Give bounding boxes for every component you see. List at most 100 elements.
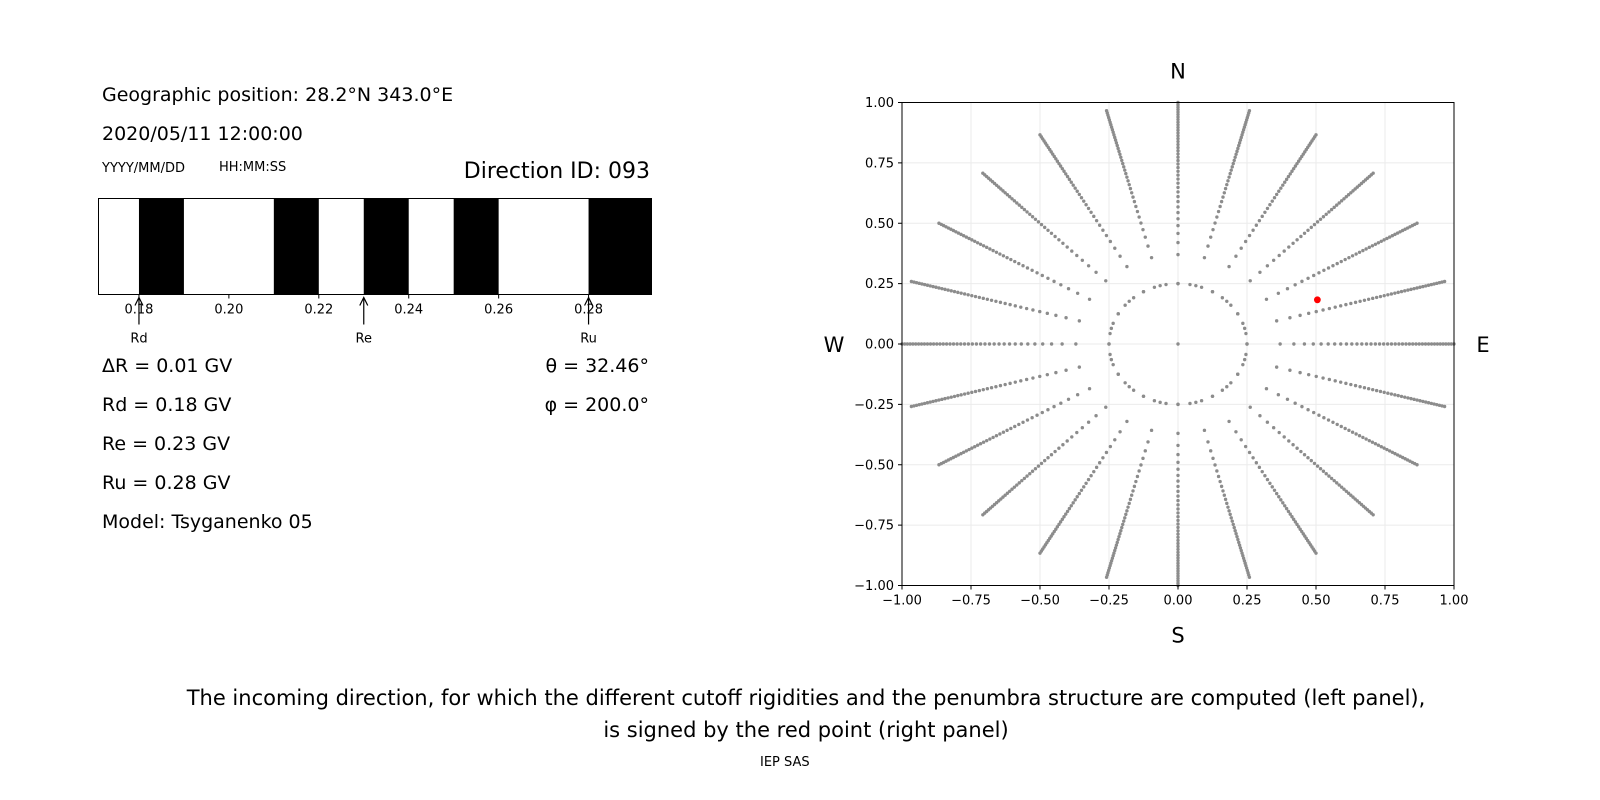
direction-point <box>1176 460 1180 465</box>
direction-point <box>1263 474 1267 478</box>
direction-point <box>914 403 919 407</box>
direction-point <box>1109 357 1114 362</box>
direction-point <box>1007 342 1012 346</box>
direction-point <box>1315 464 1320 468</box>
direction-point <box>1216 209 1221 214</box>
direction-point <box>1040 410 1044 415</box>
direction-point <box>1176 547 1180 552</box>
direction-point <box>1374 388 1379 393</box>
direction-point <box>1012 485 1017 489</box>
direction-point <box>956 231 961 235</box>
direction-point <box>1149 255 1154 260</box>
direction-point <box>1332 478 1336 483</box>
direction-point <box>1104 109 1109 113</box>
direction-point <box>1176 569 1180 573</box>
direction-point <box>1291 166 1296 171</box>
direction-point <box>998 432 1002 436</box>
direction-point <box>952 289 957 294</box>
direction-point <box>1213 463 1217 467</box>
direction-point <box>1176 581 1180 585</box>
direction-point <box>1111 362 1115 367</box>
direction-point <box>928 400 932 404</box>
direction-point <box>1309 225 1313 230</box>
direction-point <box>931 284 935 289</box>
direction-point <box>1226 179 1230 183</box>
direction-point <box>1124 171 1128 176</box>
direction-point <box>1339 342 1343 346</box>
direction-point <box>1112 133 1116 137</box>
direction-point <box>1232 525 1236 530</box>
direction-point <box>1086 420 1091 424</box>
direction-point <box>1075 495 1079 499</box>
direction-point <box>920 402 924 406</box>
direction-point <box>1118 152 1122 156</box>
direction-point <box>1046 228 1050 232</box>
direction-point <box>1396 393 1400 398</box>
direction-point <box>1176 281 1180 286</box>
direction-point <box>1077 365 1082 369</box>
direction-point <box>1065 174 1070 179</box>
direction-point <box>1344 342 1349 346</box>
direction-point <box>1279 186 1283 190</box>
direction-point <box>1411 342 1415 346</box>
allowed-band-0 <box>138 198 184 295</box>
direction-point <box>966 342 971 346</box>
direction-point <box>1236 146 1240 151</box>
direction-point <box>1435 281 1439 286</box>
direction-point <box>1311 342 1315 346</box>
direction-point <box>1293 283 1297 287</box>
direction-point <box>1398 454 1402 458</box>
direction-point <box>1398 230 1402 234</box>
direction-point <box>1025 210 1029 214</box>
direction-point <box>1003 301 1007 306</box>
compass-north: N <box>1170 60 1186 84</box>
direction-point <box>1333 379 1337 383</box>
direction-point <box>1354 432 1358 436</box>
direction-point <box>1019 379 1023 383</box>
caption-line-2: is signed by the red point (right panel) <box>603 718 1009 742</box>
direction-point <box>1199 399 1204 403</box>
direction-point <box>1019 305 1023 309</box>
direction-point <box>1115 540 1119 545</box>
direction-point <box>1041 342 1045 346</box>
direction-point <box>1318 217 1323 221</box>
direction-point <box>1407 342 1412 346</box>
direction-point <box>1235 149 1239 154</box>
marker-arrowhead-re <box>359 296 369 306</box>
param-delta-r: ΔR = 0.01 GV <box>102 355 233 377</box>
direction-point <box>1367 245 1372 250</box>
direction-point <box>1040 273 1044 278</box>
direction-point <box>1412 397 1416 402</box>
direction-point <box>1399 289 1404 294</box>
direction-point <box>1079 196 1084 200</box>
direction-point <box>1062 169 1066 173</box>
direction-point <box>1424 284 1428 288</box>
x-tick-label: −0.75 <box>951 594 991 609</box>
direction-point <box>1080 258 1085 262</box>
direction-point <box>1045 372 1050 377</box>
direction-point <box>937 463 941 467</box>
direction-point <box>1052 279 1056 284</box>
direction-point <box>1344 302 1348 307</box>
direction-point <box>1045 311 1050 316</box>
direction-point <box>1176 177 1180 181</box>
direction-point <box>1274 365 1279 369</box>
direction-point <box>1238 546 1243 550</box>
direction-point <box>1039 222 1044 227</box>
direction-point <box>1441 342 1445 346</box>
direction-point <box>1080 426 1085 430</box>
direction-point <box>1092 469 1096 474</box>
direction-point <box>1378 294 1383 299</box>
direction-point <box>1346 491 1351 495</box>
direction-point <box>1176 443 1180 448</box>
direction-point <box>1287 439 1291 443</box>
direction-point <box>970 238 974 242</box>
direction-point <box>1125 175 1129 179</box>
direction-point <box>1049 453 1054 457</box>
direction-point <box>1389 292 1394 296</box>
direction-point <box>1296 159 1301 163</box>
direction-point <box>1225 384 1229 389</box>
direction-point <box>1327 377 1332 382</box>
direction-point <box>1404 342 1408 346</box>
direction-point <box>1008 302 1012 307</box>
